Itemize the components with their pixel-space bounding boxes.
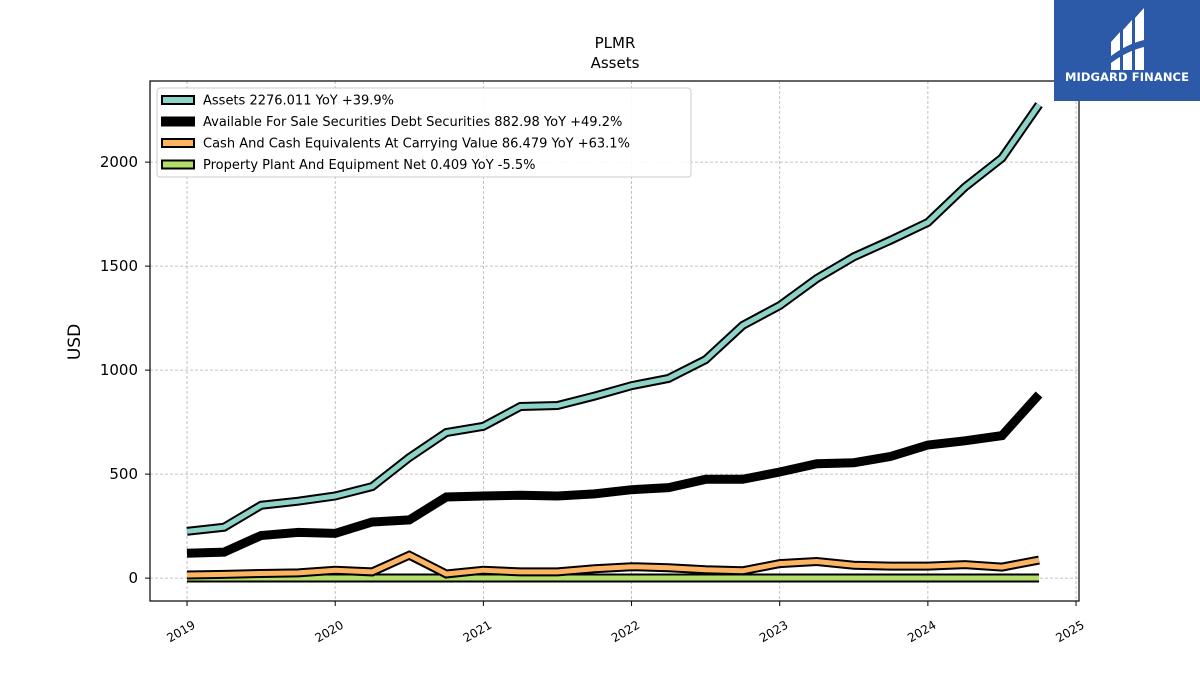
chart-subtitle: Assets xyxy=(591,54,640,72)
brand-logo: MIDGARD FINANCE xyxy=(1054,0,1200,101)
y-tick-label: 500 xyxy=(109,465,138,483)
legend-entry: Cash And Cash Equivalents At Carrying Va… xyxy=(161,137,630,152)
legend-swatch xyxy=(161,116,195,127)
x-tick-label: 2023 xyxy=(757,618,790,645)
series-layer xyxy=(186,102,1043,583)
legend-swatch xyxy=(161,159,195,170)
series-line xyxy=(186,103,1042,534)
x-tick-label: 2024 xyxy=(905,618,938,645)
x-tick-label: 2021 xyxy=(461,618,494,645)
brand-mark-icon xyxy=(1111,8,1144,70)
chart-title: PLMR xyxy=(595,34,636,52)
legend-entry: Assets 2276.011 YoY +39.9% xyxy=(161,94,394,109)
legend-label: Cash And Cash Equivalents At Carrying Va… xyxy=(203,137,630,152)
legend-entry: Property Plant And Equipment Net 0.409 Y… xyxy=(161,158,536,173)
legend-swatch xyxy=(161,95,195,105)
x-tick-label: 2022 xyxy=(609,618,642,645)
legend-label: Assets 2276.011 YoY +39.9% xyxy=(203,94,394,109)
x-tick-label: 2019 xyxy=(164,618,197,645)
series-assets xyxy=(186,102,1043,536)
y-tick-label: 0 xyxy=(128,569,138,587)
y-tick-label: 2000 xyxy=(100,153,138,171)
series-cash-and-cash-equivalents-at-carrying-value xyxy=(186,550,1040,580)
y-tick-label: 1000 xyxy=(100,361,138,379)
x-tick-label: 2025 xyxy=(1053,618,1086,645)
legend-entry: Available For Sale Securities Debt Secur… xyxy=(161,115,622,130)
series-line xyxy=(186,552,1040,578)
legend-label: Available For Sale Securities Debt Secur… xyxy=(203,115,622,130)
legend-label: Property Plant And Equipment Net 0.409 Y… xyxy=(203,158,536,173)
legend: Assets 2276.011 YoY +39.9% Available For … xyxy=(156,87,692,178)
legend-swatch xyxy=(161,138,195,148)
series-outline xyxy=(186,391,1043,558)
series-available-for-sale-securities-debt-securities xyxy=(186,391,1043,558)
y-axis-ticks: 0 500 1000 1500 2000 xyxy=(100,153,150,587)
legend-box xyxy=(156,87,692,178)
y-axis-label: USD xyxy=(65,324,85,360)
y-tick-label: 1500 xyxy=(100,257,138,275)
x-axis-ticks: 2019 2020 2021 2022 2023 2024 2025 xyxy=(164,601,1087,645)
x-tick-label: 2020 xyxy=(312,618,345,645)
brand-name: MIDGARD FINANCE xyxy=(1064,70,1190,84)
plot-frame xyxy=(149,80,1080,602)
